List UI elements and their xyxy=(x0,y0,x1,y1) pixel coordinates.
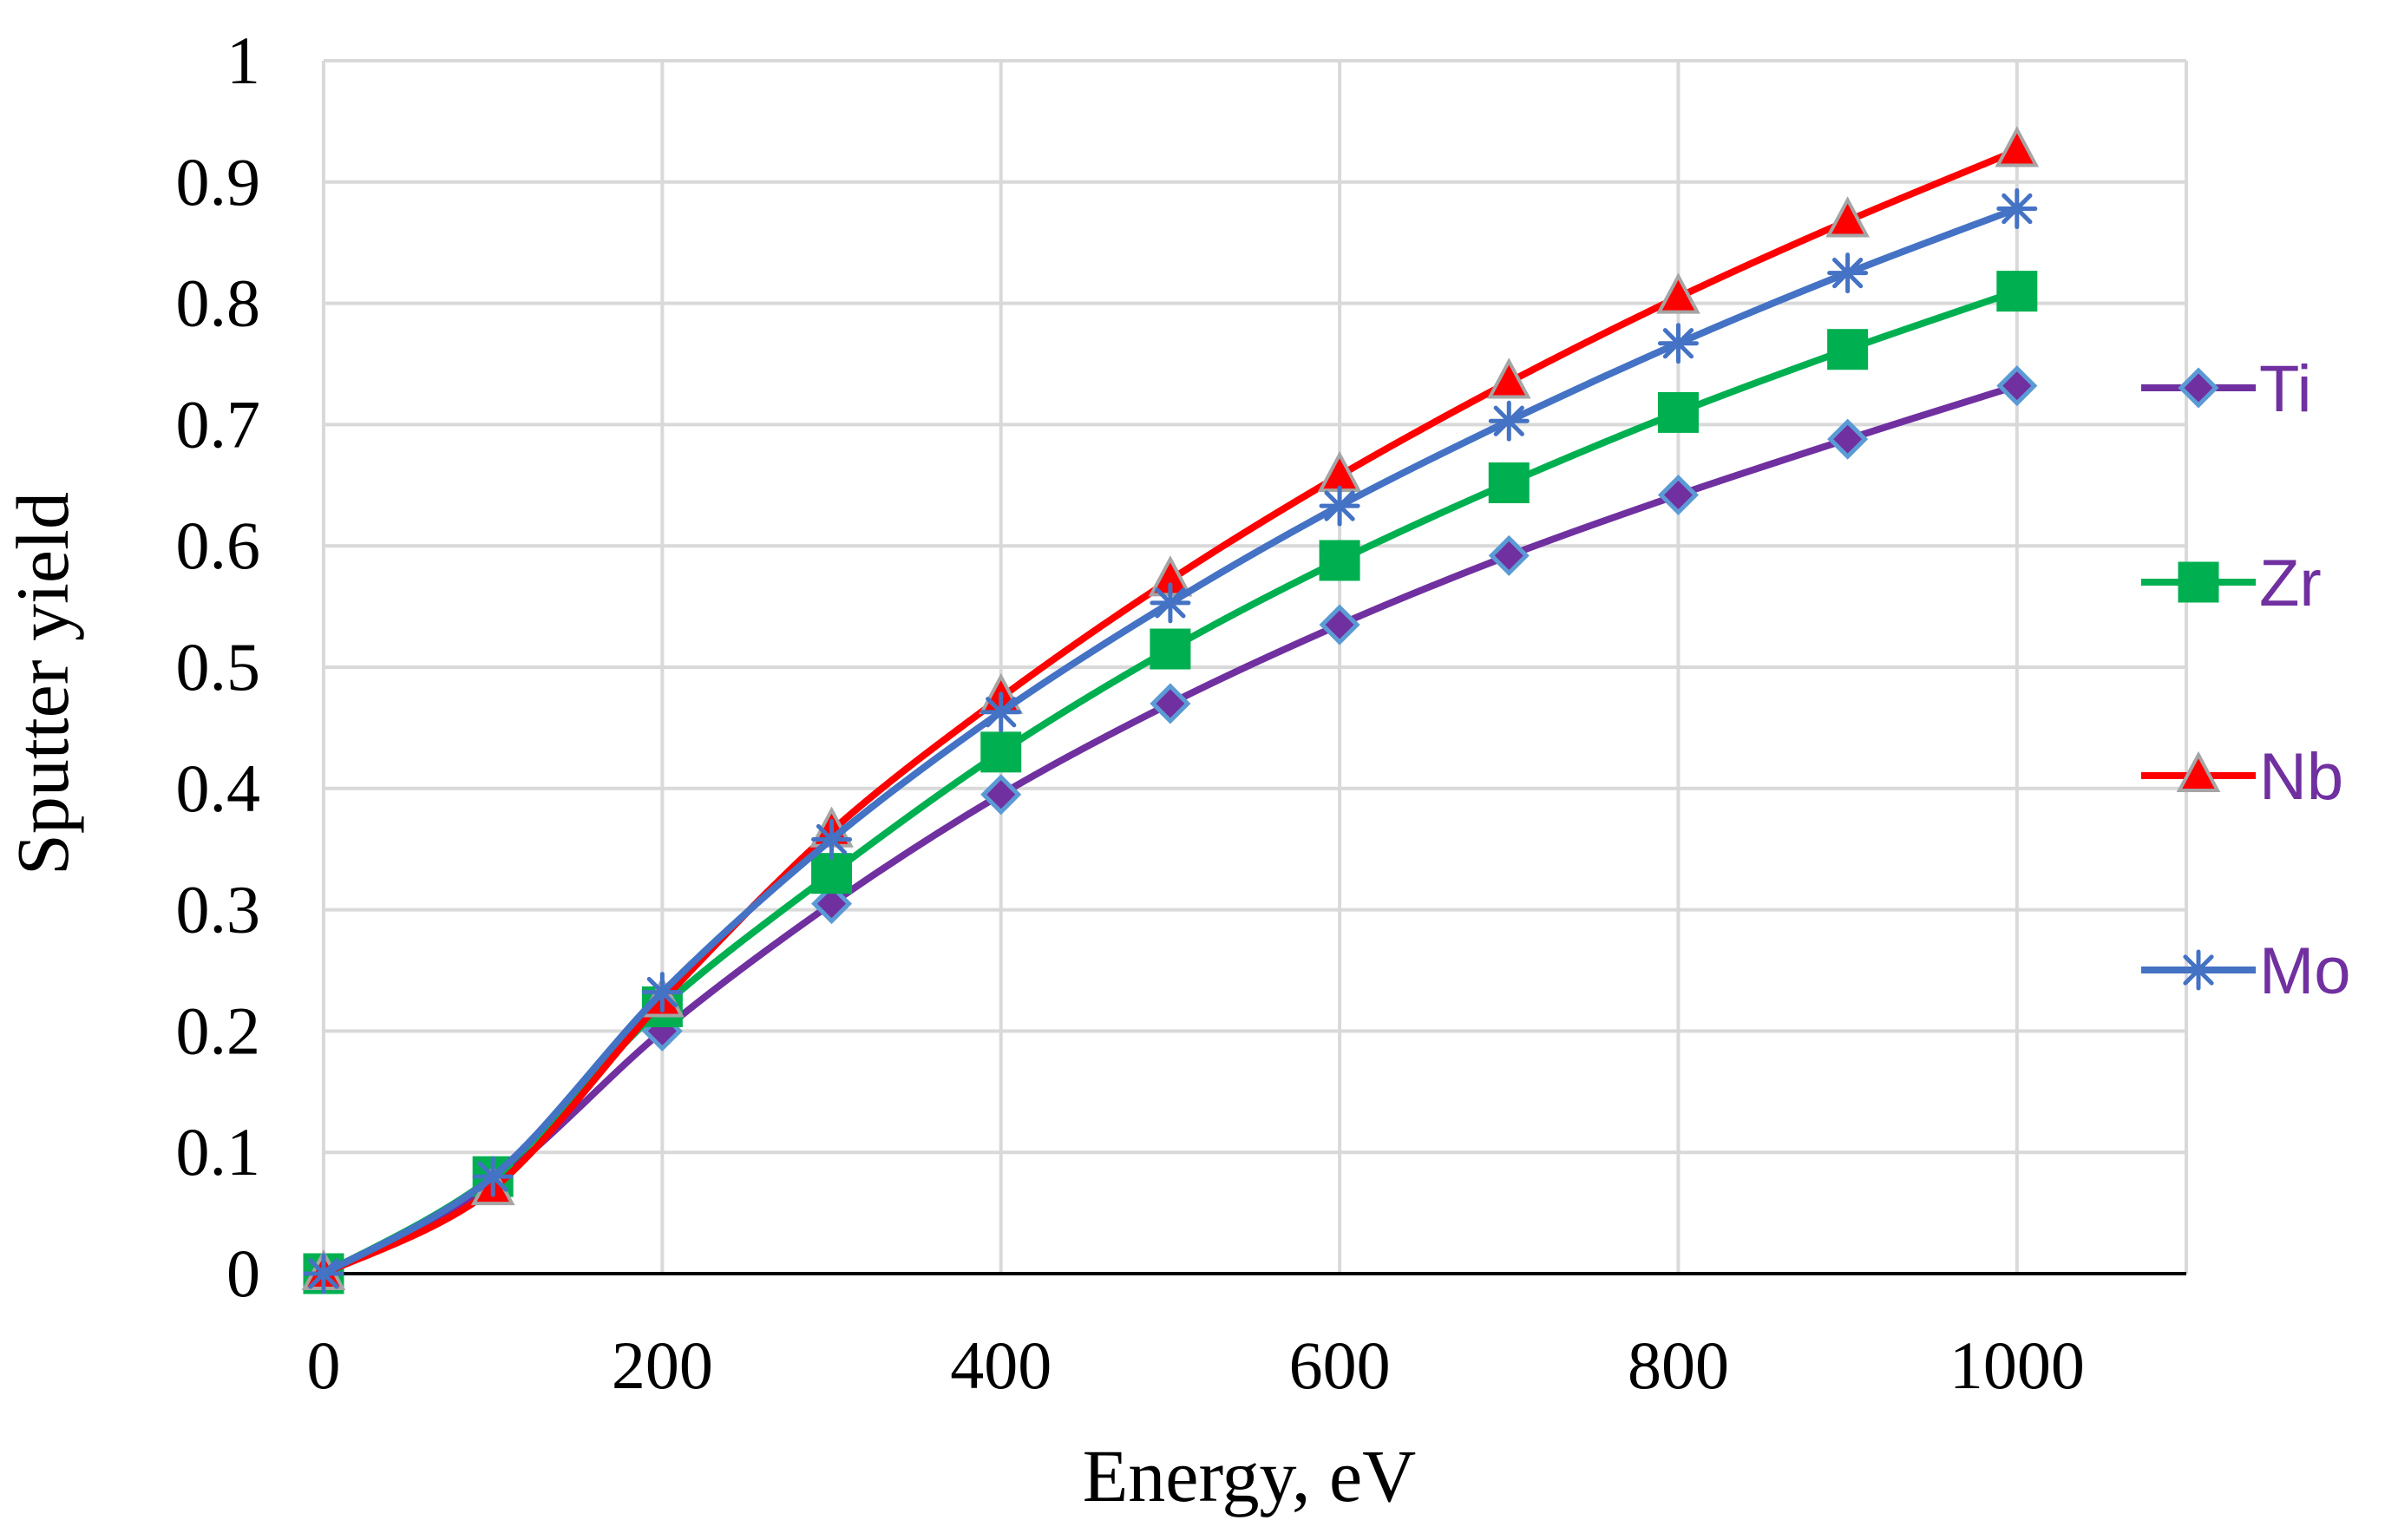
data-point-nb xyxy=(1995,126,2040,167)
legend-label: Ti xyxy=(2259,352,2312,426)
asterisk-stroke xyxy=(1324,490,1355,521)
y-tick-label: 0.4 xyxy=(176,750,261,826)
legend-marker xyxy=(2178,949,2219,991)
legend-item-mo: Mo xyxy=(2141,934,2351,1008)
x-tick-label: 1000 xyxy=(1949,1327,2085,1403)
data-point-zr xyxy=(1319,540,1360,581)
data-point-zr xyxy=(811,853,853,895)
data-point-mo xyxy=(980,691,1022,733)
data-point-mo xyxy=(1319,485,1360,527)
data-point-zr xyxy=(980,731,1022,773)
data-point-zr xyxy=(1150,628,1191,670)
data-point-mo xyxy=(303,1253,344,1294)
data-point-mo xyxy=(811,819,853,861)
x-axis-title: Energy, eV xyxy=(1083,1434,1416,1517)
data-point-ti xyxy=(1319,604,1360,645)
data-point-zr xyxy=(1827,329,1869,370)
x-tick-label: 400 xyxy=(950,1327,1052,1403)
legend-item-zr: Zr xyxy=(2141,547,2322,620)
x-tick-label: 800 xyxy=(1628,1327,1729,1403)
asterisk-stroke xyxy=(477,1161,508,1192)
data-point-nb xyxy=(1317,450,1362,493)
data-point-zr xyxy=(1657,391,1699,433)
data-point-ti xyxy=(1657,474,1699,516)
y-tick-label: 0.8 xyxy=(176,265,261,341)
asterisk-stroke xyxy=(2002,193,2033,225)
y-tick-label: 1 xyxy=(226,23,260,98)
asterisk-stroke xyxy=(986,697,1017,728)
data-point-mo xyxy=(1996,188,2038,230)
data-point-mo xyxy=(472,1156,514,1197)
asterisk-stroke xyxy=(1662,328,1694,359)
data-point-mo xyxy=(1150,582,1191,624)
y-axis-title: Sputter yield xyxy=(1,492,84,875)
y-tick-label: 0.5 xyxy=(176,629,261,704)
x-tick-label: 600 xyxy=(1289,1327,1391,1403)
y-tick-label: 0.1 xyxy=(176,1114,261,1189)
y-tick-label: 0.2 xyxy=(176,993,261,1068)
data-point-ti xyxy=(1150,683,1191,724)
data-point-ti xyxy=(1488,534,1530,576)
asterisk-stroke xyxy=(646,977,678,1008)
series-mo xyxy=(303,188,2038,1294)
series-group xyxy=(301,126,2040,1294)
data-point-zr xyxy=(1996,271,2038,312)
data-point-mo xyxy=(1827,252,1869,294)
data-point-zr xyxy=(1488,462,1530,504)
series-line-mo xyxy=(320,205,2021,1277)
asterisk-stroke xyxy=(1155,587,1186,619)
y-tick-label: 0.7 xyxy=(176,386,261,462)
data-point-nb xyxy=(1825,196,1870,238)
data-point-mo xyxy=(641,972,683,1013)
asterisk-stroke xyxy=(308,1258,339,1289)
asterisk-stroke xyxy=(816,823,848,855)
legend-item-ti: Ti xyxy=(2141,352,2312,426)
asterisk-stroke xyxy=(2183,954,2214,986)
data-point-nb xyxy=(1656,272,1700,314)
data-point-ti xyxy=(1827,418,1869,460)
legend-marker xyxy=(2176,750,2221,792)
legend-item-nb: Nb xyxy=(2141,740,2343,814)
series-line-zr xyxy=(320,287,2021,1277)
data-point-ti xyxy=(1996,365,2038,407)
y-tick-label: 0 xyxy=(226,1235,260,1311)
x-tick-label: 200 xyxy=(612,1327,713,1403)
legend-marker xyxy=(2178,367,2219,409)
asterisk-stroke xyxy=(1832,258,1864,289)
axes: 0 0.1 0.2 0.3 0.4 0.5 0.6 0.7 0.8 0.9 1 0 200 400 600 8… xyxy=(176,23,2186,1403)
grid xyxy=(322,59,2188,1274)
asterisk-stroke xyxy=(1493,405,1524,436)
data-point-nb xyxy=(1486,357,1531,399)
y-tick-label: 0.3 xyxy=(176,872,261,947)
series-line-ti xyxy=(320,382,2021,1277)
legend: Ti Zr Nb Mo xyxy=(2141,352,2351,1008)
y-tick-label: 0.9 xyxy=(176,144,261,220)
series-line-nb xyxy=(320,147,2021,1277)
data-point-mo xyxy=(1657,323,1699,364)
data-point-ti xyxy=(811,883,853,925)
y-tick-label: 0.6 xyxy=(176,508,261,583)
data-point-mo xyxy=(1488,400,1530,442)
legend-label: Mo xyxy=(2259,934,2351,1008)
legend-marker xyxy=(2178,561,2219,603)
data-point-ti xyxy=(980,774,1022,816)
x-tick-label: 0 xyxy=(307,1327,341,1403)
legend-label: Zr xyxy=(2259,547,2322,620)
legend-label: Nb xyxy=(2259,740,2343,814)
